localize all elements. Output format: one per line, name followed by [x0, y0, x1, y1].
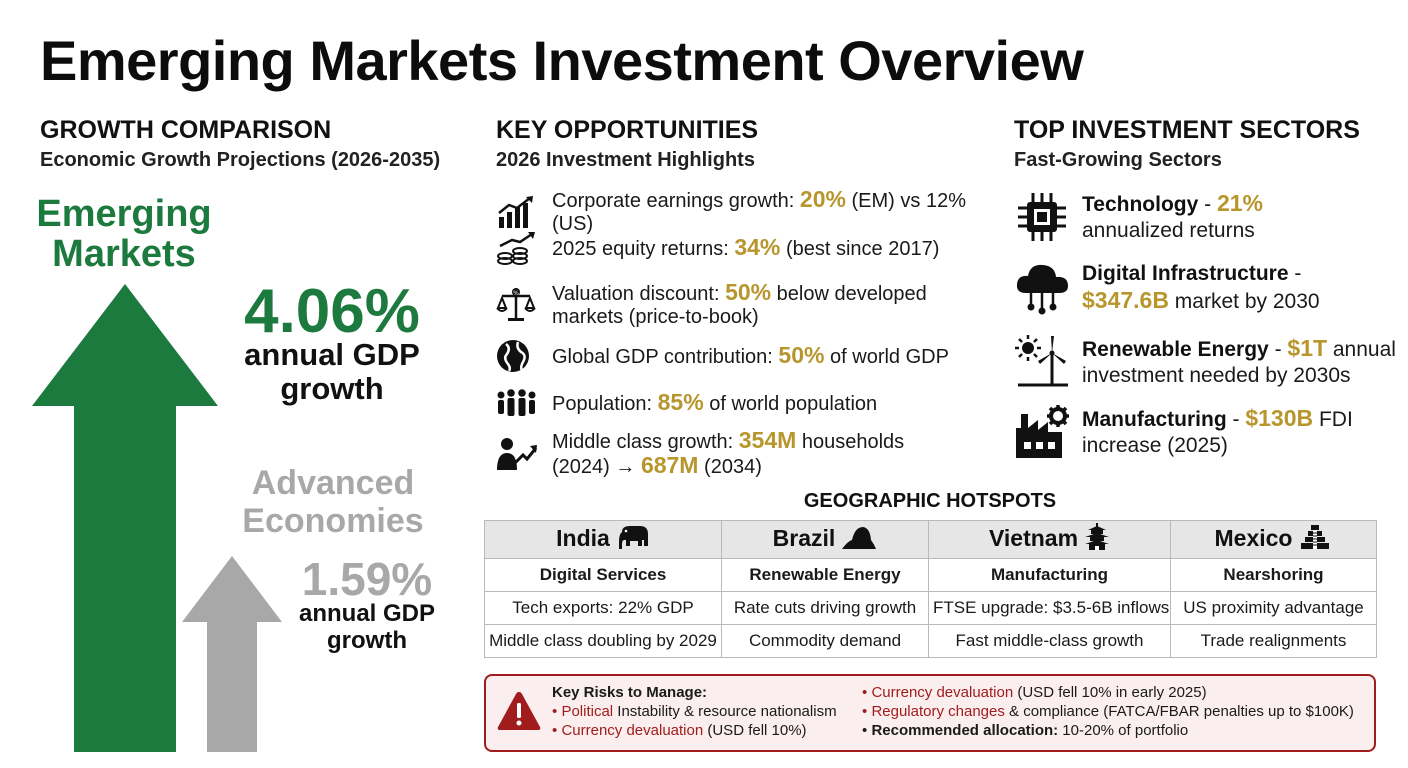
chart-growth-icon: [496, 195, 540, 229]
opportunities-heading: KEY OPPORTUNITIES: [496, 116, 759, 144]
table-cell: Nearshoring: [1170, 558, 1377, 592]
table-cell: Fast middle-class growth: [928, 624, 1171, 658]
warning-icon: [496, 690, 542, 737]
coins-growth-icon: [496, 231, 540, 265]
risk-item: • Currency devaluation (USD fell 10% in …: [862, 684, 1207, 701]
table-row: Tech exports: 22% GDP Rate cuts driving …: [484, 591, 1377, 625]
emerging-growth-desc: annual GDP growth: [244, 337, 420, 406]
sector-item: Digital Infrastructure - $347.6B market …: [1012, 260, 1402, 316]
advanced-growth-value: 1.59%: [301, 553, 433, 605]
people-group-icon: [496, 386, 540, 420]
emerging-growth-value: 4.06%: [244, 277, 420, 346]
table-cell: Middle class doubling by 2029: [484, 624, 722, 658]
risk-item: • Regulatory changes & compliance (FATCA…: [862, 703, 1354, 720]
country-mexico: Mexico: [1170, 520, 1377, 559]
cloud-network-icon: [1012, 260, 1072, 316]
table-cell: Trade realignments: [1170, 624, 1377, 658]
advanced-growth-desc: annual GDP growth: [298, 600, 436, 654]
risks-heading: Key Risks to Manage:: [552, 684, 708, 701]
sector-item: Manufacturing - $130B FDI increase (2025…: [1012, 404, 1402, 460]
country-brazil: Brazil: [721, 520, 929, 559]
factory-gear-icon: [1012, 404, 1072, 460]
opportunity-item: Middle class growth: 354M households (20…: [496, 429, 966, 479]
globe-icon: [496, 339, 540, 373]
table-cell: Digital Services: [484, 558, 722, 592]
table-cell: US proximity advantage: [1170, 591, 1377, 625]
person-growth-icon: [496, 437, 540, 471]
opportunities-subheading: 2026 Investment Highlights: [496, 149, 755, 171]
elephant-icon: [616, 524, 650, 556]
advanced-growth-arrow-icon: [182, 556, 282, 752]
pyramid-icon: [1298, 524, 1332, 556]
table-cell: FTSE upgrade: $3.5-6B inflows: [928, 591, 1171, 625]
table-row: Middle class doubling by 2029 Commodity …: [484, 624, 1377, 658]
table-cell: Rate cuts driving growth: [721, 591, 929, 625]
opportunity-item: % Valuation discount: 50% below develope…: [496, 281, 936, 329]
country-india: India: [484, 520, 722, 559]
table-cell: Renewable Energy: [721, 558, 929, 592]
table-row: Digital Services Renewable Energy Manufa…: [484, 558, 1377, 592]
emerging-markets-label: Emerging Markets: [36, 193, 212, 275]
opportunity-item: 2025 equity returns: 34% (best since 201…: [496, 231, 996, 265]
table-cell: Manufacturing: [928, 558, 1171, 592]
emerging-growth-arrow-icon: [32, 284, 218, 752]
risks-panel: [484, 674, 1376, 752]
table-header-row: India Brazil Vietnam Mexico: [484, 520, 1377, 559]
pagoda-icon: [1084, 522, 1110, 557]
sun-wind-icon: [1012, 334, 1072, 390]
allocation-item: • Recommended allocation: 10-20% of port…: [862, 722, 1189, 739]
growth-subheading: Economic Growth Projections (2026-2035): [40, 149, 441, 171]
opportunity-item: Corporate earnings growth: 20% (EM) vs 1…: [496, 188, 996, 236]
opportunity-item: Population: 85% of world population: [496, 386, 996, 420]
country-vietnam: Vietnam: [928, 520, 1171, 559]
growth-heading: GROWTH COMPARISON: [40, 116, 332, 144]
risks-column-left: Key Risks to Manage: • Political Instabi…: [552, 683, 837, 740]
chip-icon: [1012, 189, 1072, 245]
hotspots-heading: GEOGRAPHIC HOTSPOTS: [803, 490, 1057, 512]
sectors-subheading: Fast-Growing Sectors: [1014, 149, 1222, 171]
sectors-heading: TOP INVESTMENT SECTORS: [1014, 116, 1360, 144]
risks-column-right: • Currency devaluation (USD fell 10% in …: [862, 683, 1354, 740]
table-cell: Tech exports: 22% GDP: [484, 591, 722, 625]
sector-item: Technology - 21% annualized returns: [1012, 189, 1402, 245]
opportunity-item: Global GDP contribution: 50% of world GD…: [496, 339, 996, 373]
risk-item: • Currency devaluation (USD fell 10%): [552, 722, 807, 739]
hotspots-table: India Brazil Vietnam Mexico Digital Serv…: [484, 520, 1377, 658]
sugarloaf-mountain-icon: [841, 524, 877, 556]
risk-item: • Political Instability & resource natio…: [552, 703, 837, 720]
page-title: Emerging Markets Investment Overview: [40, 29, 1084, 92]
svg-text:%: %: [513, 290, 519, 297]
advanced-economies-label: Advanced Economies: [242, 464, 424, 540]
balance-scale-icon: %: [496, 288, 540, 322]
table-cell: Commodity demand: [721, 624, 929, 658]
sector-item: Renewable Energy - $1T annual investment…: [1012, 334, 1402, 390]
